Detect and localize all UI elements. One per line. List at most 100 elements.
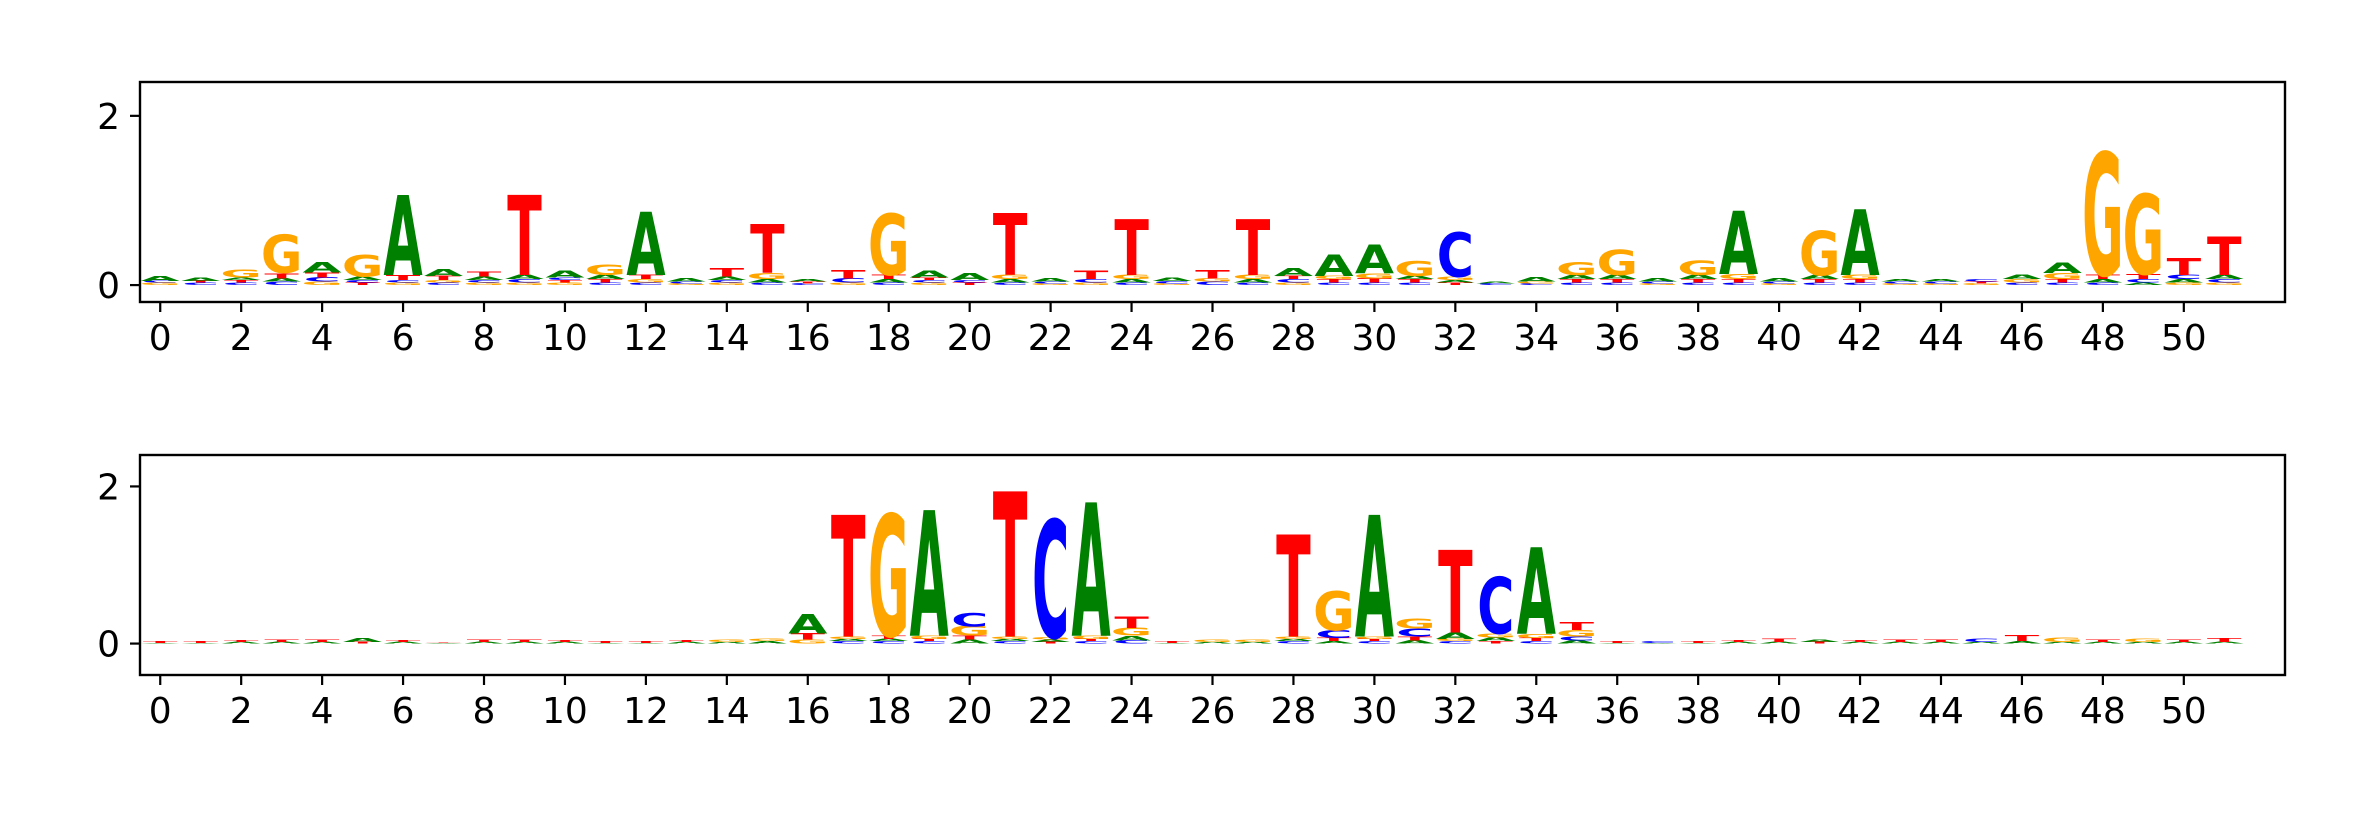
logo-letter-T: T <box>183 280 218 283</box>
logo-letter-T: T <box>2005 634 2040 643</box>
x-tick-label: 50 <box>2161 318 2207 359</box>
logo-letter-T: T <box>629 641 664 643</box>
logo-letter-C: C <box>1153 280 1190 284</box>
logo-letter-T: T <box>669 640 704 642</box>
x-tick-label: 16 <box>785 318 831 359</box>
logo-letter-G: G <box>1070 635 1112 640</box>
x-tick-label: 30 <box>1351 318 1397 359</box>
logo-letter-T: T <box>1964 281 1999 284</box>
x-tick-label: 18 <box>866 691 912 732</box>
logo-letter-A: A <box>141 643 181 644</box>
logo-letter-G: G <box>1232 639 1274 643</box>
x-tick-label: 38 <box>1675 691 1721 732</box>
logo-letter-C: C <box>1518 283 1555 286</box>
x-tick: 44 <box>1918 302 1964 359</box>
logo-letter-C: C <box>1720 282 1757 286</box>
x-tick: 20 <box>947 675 993 732</box>
logo-letter-A: A <box>1112 278 1151 283</box>
logo-letter-C: C <box>668 281 705 284</box>
logo-letter-A: A <box>788 279 828 283</box>
logo-letter-C: C <box>1477 283 1514 286</box>
logo-letter-A: A <box>1395 275 1434 280</box>
logo-letter-G: G <box>2123 638 2165 643</box>
logo-letter-A: A <box>2002 274 2041 281</box>
logo-letter-A: A <box>343 637 382 643</box>
logo-letter-A: A <box>1962 642 2002 644</box>
x-tick-label: 6 <box>392 318 415 359</box>
logo-letter-A: A <box>1193 642 1233 644</box>
logo-letter-T: T <box>1317 637 1352 642</box>
logo-letter-C: C <box>344 279 381 283</box>
logo-letter-A: A <box>424 643 464 644</box>
logo-letter-A: A <box>343 276 382 281</box>
logo-letter-C: C <box>1922 281 1959 284</box>
logo-letter-G: G <box>2001 278 2043 283</box>
logo-letter-A: A <box>1355 237 1394 283</box>
logo-letter-G: G <box>1961 283 2003 286</box>
logo-letter-T: T <box>588 641 623 643</box>
logo-letter-C: C <box>2165 274 2202 281</box>
logo-letter-T: T <box>386 640 421 642</box>
logo-letter-A: A <box>748 278 787 283</box>
logo-letter-T: T <box>1195 268 1230 282</box>
logo-letter-A: A <box>1274 638 1314 642</box>
logo-letter-A: A <box>2083 642 2123 644</box>
x-tick: 22 <box>1028 302 1074 359</box>
logo-letter-A: A <box>2124 282 2164 286</box>
x-tick-label: 26 <box>1190 691 1236 732</box>
logo-letter-A: A <box>869 638 909 642</box>
logo-letter-C: C <box>1396 282 1433 286</box>
x-tick: 20 <box>947 302 993 359</box>
x-tick: 6 <box>392 302 415 359</box>
logo-letter-G: G <box>666 283 708 286</box>
x-tick: 22 <box>1028 675 1074 732</box>
logo-letter-A: A <box>586 643 626 644</box>
logo-letter-A: A <box>1800 274 1839 281</box>
x-tick: 14 <box>704 675 750 732</box>
logo-letter-G: G <box>989 636 1031 640</box>
logo-letter-A: A <box>545 269 584 280</box>
logo-letter-C: C <box>1437 221 1474 291</box>
logo-letter-A: A <box>1557 640 1596 645</box>
x-tick: 10 <box>542 675 588 732</box>
logo-letter-T: T <box>1114 613 1149 632</box>
x-tick-label: 46 <box>1999 318 2045 359</box>
logo-letter-T: T <box>952 635 987 641</box>
x-tick-label: 38 <box>1675 318 1721 359</box>
logo-letter-C: C <box>506 278 543 283</box>
logo-letter-T: T <box>1398 636 1433 642</box>
logo-letter-G: G <box>1677 257 1719 280</box>
logo-letter-C: C <box>1356 282 1393 286</box>
logo-letter-G: G <box>1192 639 1234 643</box>
logo-letter-T: T <box>2167 254 2202 281</box>
logo-letter-A: A <box>1921 279 1961 283</box>
logo-letter-T: T <box>710 266 745 280</box>
logo-letter-G: G <box>261 226 303 287</box>
logo-letter-T: T <box>548 279 583 283</box>
logo-letter-A: A <box>262 642 302 644</box>
logo-letter-C: C <box>2206 278 2243 283</box>
logo-letter-T: T <box>467 270 502 278</box>
logo-letter-A: A <box>1881 642 1921 644</box>
logo-letter-A: A <box>707 642 747 644</box>
logo-letter-T: T <box>264 639 299 643</box>
logo-letter-T: T <box>1802 278 1837 283</box>
x-tick-label: 34 <box>1513 318 1559 359</box>
logo-letter-T: T <box>2207 227 2242 288</box>
logo-letter-A: A <box>1517 277 1556 284</box>
logo-letter-G: G <box>706 639 748 643</box>
y-tick-label: 0 <box>97 625 120 666</box>
logo-letter-C: C <box>789 283 826 286</box>
logo-letter-C: C <box>1761 281 1798 284</box>
logo-letter-T: T <box>791 632 826 642</box>
logo-letter-A: A <box>1314 249 1353 283</box>
logo-letter-G: G <box>706 282 748 286</box>
logo-letter-G: G <box>1556 628 1598 638</box>
x-tick-label: 8 <box>473 318 496 359</box>
logo-letter-C: C <box>1315 628 1352 641</box>
x-tick-label: 26 <box>1190 318 1236 359</box>
x-tick-label: 24 <box>1109 318 1155 359</box>
logo-letter-T: T <box>952 282 987 286</box>
logo-letter-T: T <box>143 641 178 643</box>
